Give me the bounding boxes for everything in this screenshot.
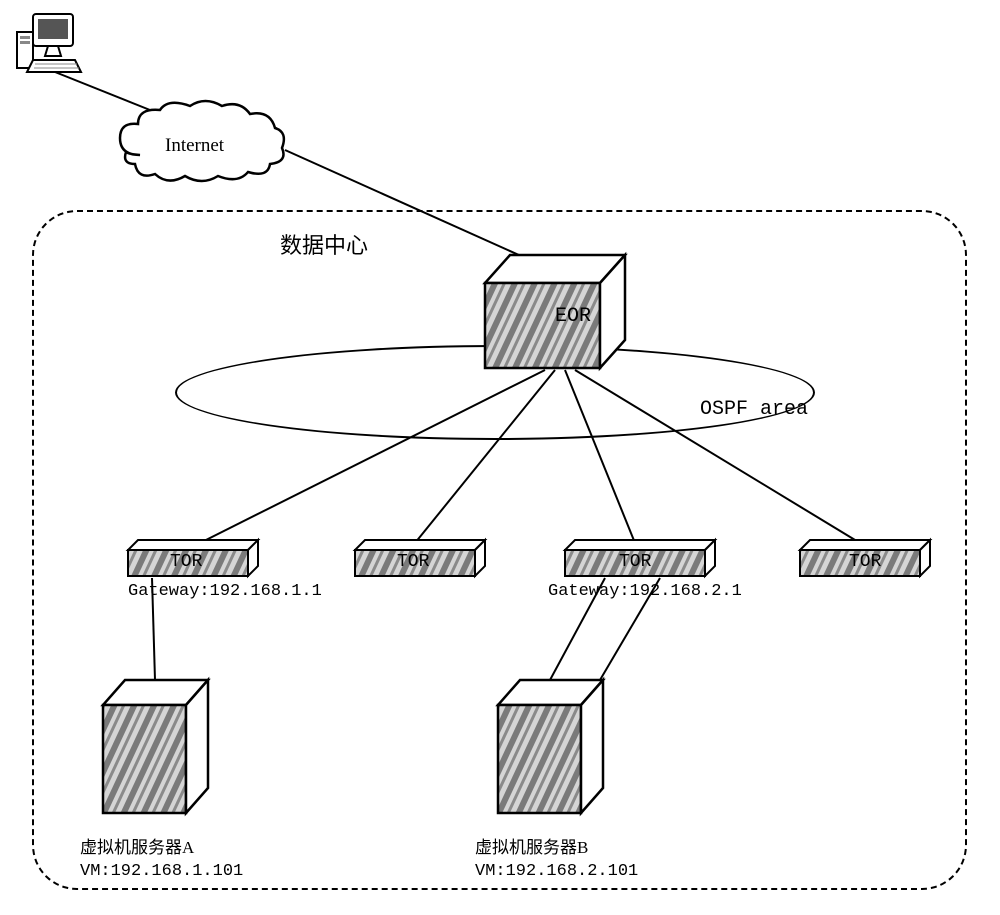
tor-label-4: TOR [849,552,881,572]
diagram-canvas: Internet 数据中心 OSPF area EOR [0,0,1000,915]
server-a-ip: VM:192.168.1.101 [80,860,243,884]
gateway-label-a: Gateway:192.168.1.1 [128,582,322,601]
internet-label: Internet [165,135,224,157]
vm-server-b [498,680,603,820]
tor-label-2: TOR [397,552,429,572]
server-b-label: 虚拟机服务器B VM:192.168.2.101 [475,836,638,884]
datacenter-label: 数据中心 [280,228,368,260]
computer-icon [15,10,85,80]
tor-label-1: TOR [170,552,202,572]
server-b-ip: VM:192.168.2.101 [475,860,638,884]
server-b-name: 虚拟机服务器B [475,836,638,860]
server-a-name: 虚拟机服务器A [80,836,243,860]
eor-label: EOR [555,305,591,328]
gateway-label-b: Gateway:192.168.2.1 [548,582,742,601]
server-a-label: 虚拟机服务器A VM:192.168.1.101 [80,836,243,884]
vm-server-a [103,680,208,820]
ospf-area-label: OSPF area [700,398,808,421]
tor-label-3: TOR [619,552,651,572]
